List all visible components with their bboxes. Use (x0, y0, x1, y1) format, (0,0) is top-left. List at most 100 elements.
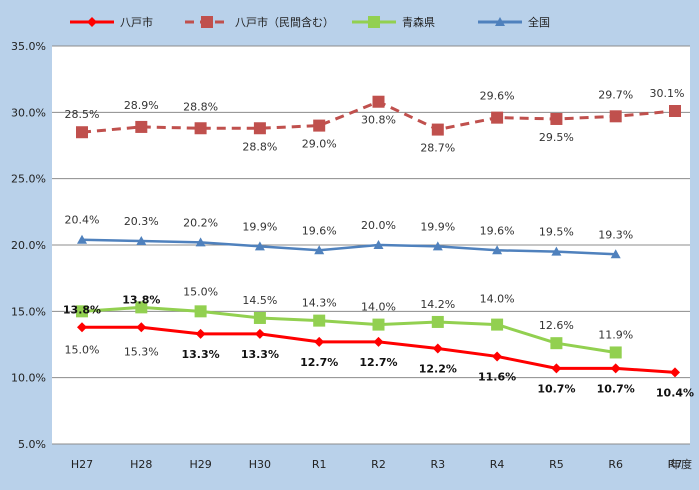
legend: 八戸市 八戸市（民間含む） 青森県 全国 (70, 15, 550, 29)
point-marker-national (492, 245, 503, 255)
y-axis-tick-labels: 5.0% 10.0% 15.0% 20.0% 25.0% 30.0% 35.0% (11, 40, 46, 451)
point-marker-national (136, 236, 147, 246)
data-label-national: 19.6% (480, 224, 515, 237)
data-label-hachinohe: 12.7% (300, 356, 338, 369)
point-marker-national (610, 249, 621, 259)
data-label-hachinohe: 12.7% (359, 356, 397, 369)
data-label-aomori: 14.3% (302, 297, 337, 310)
point-marker-hachinohe-private (431, 123, 444, 136)
data-label-hachinohe: 10.7% (597, 382, 635, 395)
series-line-aomori (81, 305, 616, 354)
point-marker-aomori (313, 314, 326, 327)
point-marker-hachinohe-private (550, 112, 563, 125)
x-tick-label: H30 (249, 458, 271, 471)
x-tick-label: R2 (371, 458, 386, 471)
point-marker-hachinohe (254, 328, 265, 339)
y-tick-label: 15.0% (11, 305, 46, 318)
data-label-hachinohe-private: 29.5% (539, 131, 574, 144)
data-label-hachinohe-private: 29.6% (480, 90, 515, 103)
legend-marker-aomori (368, 16, 380, 28)
legend-label-national: 全国 (528, 15, 550, 29)
data-label-hachinohe-private: 29.7% (598, 88, 633, 101)
data-label-hachinohe-private: 30.8% (361, 114, 396, 127)
x-axis-unit-label: 年度 (670, 457, 692, 471)
point-marker-hachinohe-private (372, 95, 385, 108)
point-marker-aomori (76, 305, 88, 318)
data-label-hachinohe-private: 28.7% (420, 142, 455, 155)
point-marker-national (551, 246, 562, 256)
data-label-hachinohe: 13.3% (241, 348, 279, 361)
legend-marker-national (495, 17, 505, 26)
data-label-national: 19.6% (302, 224, 337, 237)
data-label-aomori: 14.0% (480, 293, 515, 306)
data-label-hachinohe-private: 28.8% (242, 140, 277, 153)
y-tick-label: 20.0% (11, 239, 46, 252)
y-tick-label: 25.0% (11, 173, 46, 186)
point-marker-aomori (491, 318, 504, 331)
point-marker-hachinohe-private (135, 120, 148, 133)
point-marker-hachinohe (492, 351, 503, 362)
point-marker-hachinohe (610, 363, 621, 374)
y-tick-label: 10.0% (11, 372, 46, 385)
point-marker-aomori (194, 305, 207, 318)
point-marker-hachinohe (551, 363, 562, 374)
legend-marker-hachinohe (87, 17, 97, 27)
point-marker-hachinohe (77, 322, 87, 333)
point-marker-hachinohe-private (313, 119, 326, 132)
data-label-hachinohe-private: 28.5% (65, 108, 100, 121)
legend-label-aomori: 青森県 (402, 15, 435, 29)
data-label-national: 19.5% (539, 226, 574, 239)
point-marker-hachinohe (373, 336, 384, 347)
data-label-national: 20.0% (361, 219, 396, 232)
data-label-hachinohe-private: 28.9% (124, 99, 159, 112)
point-marker-hachinohe-private (194, 122, 207, 135)
x-tick-label: R7 (668, 458, 683, 471)
point-marker-hachinohe-private (491, 111, 504, 124)
point-marker-aomori (135, 301, 148, 314)
data-label-national: 20.4% (65, 214, 100, 227)
point-marker-hachinohe (195, 328, 206, 339)
x-tick-label: H28 (130, 458, 152, 471)
data-label-hachinohe: 13.3% (182, 348, 220, 361)
point-marker-aomori (550, 337, 563, 350)
data-label-national: 19.3% (598, 228, 633, 241)
data-label-aomori: 13.8% (122, 293, 160, 306)
point-marker-aomori (431, 315, 444, 328)
x-tick-label: R4 (490, 458, 505, 471)
point-marker-national (373, 240, 384, 249)
data-label-aomori: 11.9% (598, 328, 633, 341)
x-tick-label: R6 (608, 458, 623, 471)
point-marker-national (314, 245, 325, 255)
legend-marker-hachinohe-private (201, 16, 213, 28)
point-marker-hachinohe (670, 367, 680, 378)
data-label-national: 20.2% (183, 216, 218, 229)
data-label-hachinohe: 12.2% (419, 362, 457, 375)
point-marker-hachinohe-private (669, 105, 681, 118)
data-label-national: 19.9% (242, 220, 277, 233)
data-label-hachinohe: 10.7% (537, 382, 575, 395)
x-tick-label: R5 (549, 458, 564, 471)
data-label-hachinohe-private: 30.1% (650, 87, 685, 100)
data-label-aomori: 15.0% (183, 285, 218, 298)
data-labels: 15.0% 15.3% 13.3% 13.3% 12.7% 12.7% 12.2% 11.6%… (63, 87, 694, 399)
x-tick-label: H29 (189, 458, 211, 471)
point-marker-national (432, 241, 443, 251)
data-label-hachinohe: 15.3% (124, 345, 159, 358)
x-tick-label: R1 (312, 458, 327, 471)
series-line-national (81, 238, 616, 256)
data-label-national: 20.3% (124, 215, 159, 228)
data-label-national: 19.9% (420, 220, 455, 233)
data-label-hachinohe: 11.6% (478, 370, 516, 383)
point-marker-hachinohe (432, 343, 443, 354)
y-tick-label: 30.0% (11, 106, 46, 119)
x-tick-label: R3 (430, 458, 445, 471)
point-marker-aomori (253, 311, 266, 324)
legend-label-hachinohe: 八戸市 (120, 15, 153, 29)
y-tick-label: 5.0% (18, 438, 46, 451)
data-label-aomori: 14.2% (420, 298, 455, 311)
data-label-aomori: 14.0% (361, 301, 396, 314)
data-label-hachinohe-private: 28.8% (183, 100, 218, 113)
data-label-hachinohe-private: 29.0% (302, 138, 337, 151)
